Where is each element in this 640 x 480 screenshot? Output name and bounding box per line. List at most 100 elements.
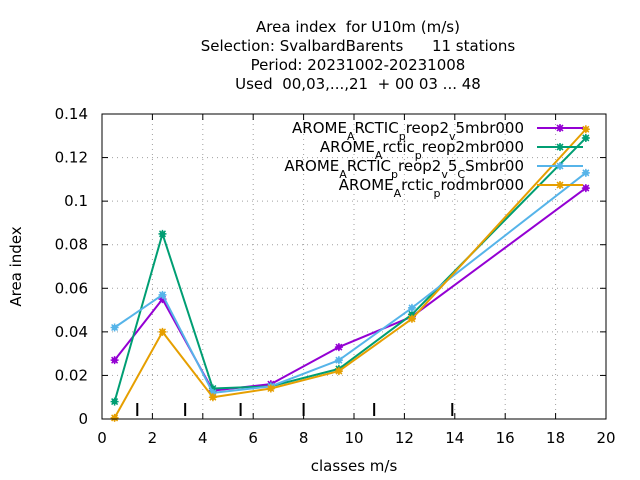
data-point-star — [110, 356, 119, 365]
axis-ticks: 0 2 4 6 8 10 12 14 16 18 20 0 0.02 0.04 0.06 0.08 0.1 0.1… — [55, 105, 616, 447]
legend-label: AROMEARCTICpreop2v5mbr000 — [292, 119, 524, 143]
legend-label-part: A — [375, 149, 383, 162]
x-axis-label: classes m/s — [311, 457, 398, 475]
x-tick-label: 18 — [546, 429, 565, 447]
data-point-star — [110, 413, 119, 422]
title-line: Area index for U10m (m/s) — [256, 18, 460, 36]
chart-title: Area index for U10m (m/s)Selection: Sval… — [201, 18, 516, 93]
data-point-star — [581, 133, 590, 142]
data-point — [110, 323, 119, 332]
data-point-star — [158, 290, 167, 299]
y-tick-label: 0.06 — [55, 279, 88, 297]
legend-label-part: AROME — [320, 138, 375, 156]
data-point-star — [334, 367, 343, 376]
data-point-star — [208, 393, 217, 402]
legend: AROMEARCTICpreop2v5mbr000AROMEArcticpreo… — [284, 119, 583, 200]
data-point — [266, 384, 275, 393]
legend-label-part: rctic — [382, 138, 414, 156]
legend-entry: AROMEARCTICpreop2v5mbr000 — [292, 119, 583, 143]
legend-entry: AROMEARCTICpreop2v5CSmbr00 — [284, 157, 583, 181]
data-point — [334, 356, 343, 365]
data-point-star — [266, 384, 275, 393]
class-boundary-marks — [136, 403, 454, 416]
data-point-star — [407, 310, 416, 319]
data-point — [581, 168, 590, 177]
y-tick-label: 0.02 — [55, 366, 88, 384]
data-point — [556, 124, 564, 132]
data-point — [407, 303, 416, 312]
data-point — [407, 314, 416, 323]
legend-label-part: p — [391, 168, 398, 181]
data-point-star — [581, 168, 590, 177]
data-point — [208, 393, 217, 402]
data-point — [334, 367, 343, 376]
legend-entry: AROMEArcticprodmbr000 — [339, 176, 583, 200]
legend-label: AROMEArcticprodmbr000 — [339, 176, 524, 200]
data-point — [581, 125, 590, 134]
legend-label-part: rctic — [401, 176, 433, 194]
legend-label-part: p — [415, 149, 422, 162]
data-point-star — [581, 125, 590, 134]
legend-label-part: Smbr00 — [465, 157, 524, 175]
legend-label-part: reop2mbr000 — [422, 138, 524, 156]
data-point — [334, 343, 343, 352]
legend-label-part: C — [457, 168, 465, 181]
title-line: Used 00,03,...,21 + 00 03 ... 48 — [235, 75, 481, 93]
x-tick-label: 0 — [97, 429, 107, 447]
data-point-star — [110, 397, 119, 406]
data-point-star — [334, 343, 343, 352]
y-tick-label: 0.1 — [64, 192, 88, 210]
x-tick-label: 10 — [344, 429, 363, 447]
data-point-star — [334, 356, 343, 365]
legend-label-part: AROME — [284, 157, 339, 175]
data-point — [158, 290, 167, 299]
data-point-star — [556, 124, 564, 132]
data-point-star — [407, 314, 416, 323]
data-point — [556, 143, 564, 151]
legend-label-part: v — [441, 168, 448, 181]
legend-label-part: A — [394, 187, 402, 200]
y-tick-label: 0 — [78, 410, 88, 428]
title-line: Selection: SvalbardBarents 11 stations — [201, 37, 516, 55]
legend-label-part: AROME — [292, 119, 347, 137]
y-tick-label: 0.12 — [55, 149, 88, 167]
x-tick-label: 2 — [148, 429, 158, 447]
x-tick-label: 4 — [198, 429, 208, 447]
data-point-star — [110, 323, 119, 332]
title-line: Period: 20231002-20231008 — [251, 56, 466, 74]
data-point-star — [556, 143, 564, 151]
legend-label-part: reop2 — [406, 119, 449, 137]
series — [110, 125, 590, 422]
legend-label-part: RCTIC — [347, 157, 391, 175]
x-tick-label: 14 — [445, 429, 464, 447]
legend-label-part: RCTIC — [354, 119, 398, 137]
data-point — [158, 229, 167, 238]
data-point — [110, 413, 119, 422]
y-tick-label: 0.04 — [55, 323, 88, 341]
x-tick-label: 20 — [596, 429, 615, 447]
data-point — [110, 356, 119, 365]
y-axis-label: Area index — [7, 226, 25, 306]
legend-label-part: v — [449, 130, 456, 143]
legend-label-part: rodmbr000 — [441, 176, 524, 194]
data-point — [581, 184, 590, 193]
legend-label-part: p — [399, 130, 406, 143]
data-point-star — [158, 327, 167, 336]
data-point-star — [407, 303, 416, 312]
data-point — [556, 162, 564, 170]
x-tick-label: 16 — [496, 429, 515, 447]
legend-label-part: p — [434, 187, 441, 200]
grid-lines — [102, 114, 606, 419]
legend-entry: AROMEArcticpreop2mbr000 — [320, 138, 583, 162]
legend-label-part: A — [347, 130, 355, 143]
series-group — [110, 125, 590, 422]
data-point-star — [556, 162, 564, 170]
data-point — [158, 327, 167, 336]
legend-label-part: 5mbr000 — [456, 119, 524, 137]
data-point-star — [158, 229, 167, 238]
data-point-star — [556, 181, 564, 189]
legend-label: AROMEArcticpreop2mbr000 — [320, 138, 524, 162]
legend-label-part: A — [339, 168, 347, 181]
data-point-star — [208, 384, 217, 393]
